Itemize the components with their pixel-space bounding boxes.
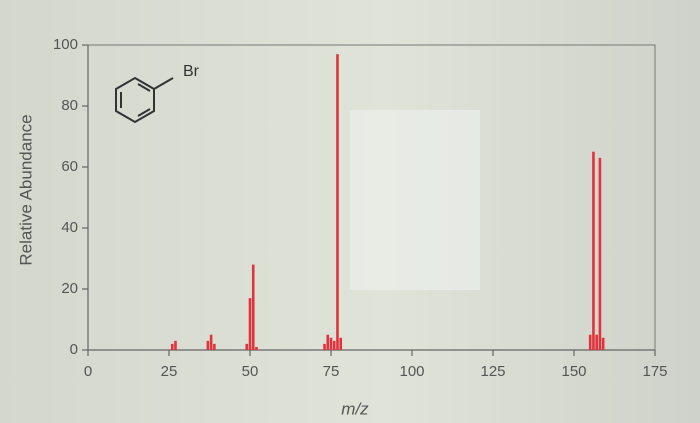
x-tick-label: 0 <box>84 363 92 380</box>
x-tick-label: 150 <box>561 363 586 380</box>
peak <box>595 334 598 350</box>
x-tick-label: 50 <box>242 363 259 380</box>
y-tick-label: 80 <box>61 97 78 114</box>
y-tick-label: 100 <box>53 36 78 53</box>
peak <box>332 340 336 350</box>
x-tick-label: 25 <box>161 363 178 380</box>
x-tick-label: 100 <box>399 363 424 380</box>
peak <box>245 343 249 350</box>
peak <box>213 343 216 350</box>
peak <box>339 337 343 350</box>
glare <box>350 110 480 290</box>
peak <box>251 264 255 350</box>
peak <box>326 334 330 350</box>
peak <box>336 54 339 351</box>
peak <box>209 334 213 350</box>
x-tick-label: 75 <box>323 363 340 380</box>
x-tick-label: 175 <box>642 363 667 380</box>
peak <box>588 334 592 350</box>
x-axis-label: m/z <box>341 399 369 418</box>
peak <box>329 337 333 350</box>
benzene-ring <box>115 76 174 124</box>
peak <box>323 343 326 350</box>
y-tick-label: 60 <box>61 158 78 175</box>
y-tick-label: 40 <box>61 219 78 236</box>
x-tick-label: 125 <box>480 363 505 380</box>
peak <box>248 298 252 350</box>
y-tick-label: 0 <box>70 341 78 358</box>
peak <box>206 340 210 350</box>
peak <box>598 157 602 350</box>
annotation: Br <box>183 63 200 80</box>
peak <box>592 151 595 350</box>
peak <box>255 346 258 350</box>
peak <box>601 337 605 350</box>
peak <box>170 343 174 350</box>
peak <box>174 340 177 350</box>
y-tick-label: 20 <box>61 280 78 297</box>
y-axis-label: Relative Abundance <box>16 114 35 265</box>
